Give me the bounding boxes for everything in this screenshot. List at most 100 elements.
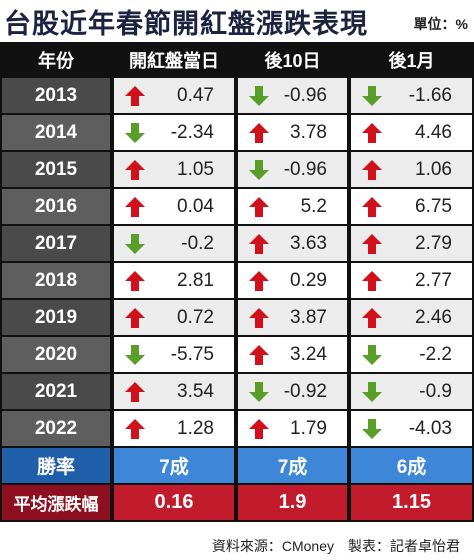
cell-text: 7成: [277, 457, 308, 478]
up-arrow: [362, 123, 382, 143]
up-arrow: [125, 197, 145, 217]
value-cell: 1.79: [238, 411, 347, 446]
value-cell: 0.04: [114, 189, 234, 224]
cell-text: 平均漲跌幅: [13, 495, 99, 514]
value-cell: 3.78: [238, 115, 347, 150]
cell-text: -0.9: [419, 380, 452, 402]
win-rate-cell: 7成: [114, 448, 234, 483]
cell-text: 0.16: [154, 491, 194, 513]
win-rate-cell: 6成: [351, 448, 472, 483]
up-arrow: [362, 308, 382, 328]
up-arrow: [362, 234, 382, 254]
cell-text: 1.9: [278, 491, 307, 513]
down-arrow: [249, 86, 269, 106]
up-arrow: [125, 382, 145, 402]
cell-text: 0.72: [177, 306, 214, 328]
cell-text: 1.79: [290, 417, 327, 439]
cell-text: -0.96: [283, 84, 327, 106]
value-cell: -2.34: [114, 115, 234, 150]
down-arrow: [362, 382, 382, 402]
cell-text: 1.06: [415, 158, 452, 180]
average-cell: 1.15: [351, 485, 472, 520]
value-cell: -5.75: [114, 337, 234, 372]
cell-text: 2016: [34, 195, 78, 217]
year-cell: 2015: [2, 152, 110, 187]
value-cell: 2.81: [114, 263, 234, 298]
cell-text: 3.78: [290, 121, 327, 143]
value-cell: -0.2: [114, 226, 234, 261]
value-cell: 3.63: [238, 226, 347, 261]
cell-text: 1.28: [177, 417, 214, 439]
cell-text: 3.54: [177, 380, 214, 402]
value-cell: 0.72: [114, 300, 234, 335]
year-cell: 2016: [2, 189, 110, 224]
cell-text: 2014: [34, 121, 78, 143]
cell-text: -0.96: [283, 158, 327, 180]
value-cell: 4.46: [351, 115, 472, 150]
value-cell: 2.77: [351, 263, 472, 298]
value-cell: 1.28: [114, 411, 234, 446]
cell-text: 後10日: [264, 51, 321, 71]
average-label: 平均漲跌幅: [2, 485, 110, 520]
value-cell: 6.75: [351, 189, 472, 224]
year-cell: 2018: [2, 263, 110, 298]
year-cell: 2021: [2, 374, 110, 409]
value-cell: -0.92: [238, 374, 347, 409]
down-arrow: [249, 382, 269, 402]
average-cell: 0.16: [114, 485, 234, 520]
value-cell: -0.9: [351, 374, 472, 409]
value-cell: 3.54: [114, 374, 234, 409]
cell-text: 5.2: [300, 195, 327, 217]
cell-text: 2017: [34, 232, 78, 254]
win-rate-cell: 7成: [238, 448, 347, 483]
cell-text: 2.46: [415, 306, 452, 328]
value-cell: 2.46: [351, 300, 472, 335]
cell-text: 勝率: [36, 457, 75, 478]
cell-text: 1.15: [392, 491, 431, 513]
column-header: 後10日: [238, 44, 347, 76]
unit: 單位：%: [413, 16, 468, 32]
down-arrow: [125, 123, 145, 143]
value-cell: 3.24: [238, 337, 347, 372]
cell-text: 2022: [34, 417, 78, 439]
down-arrow: [362, 86, 382, 106]
value-cell: -0.96: [238, 78, 347, 113]
down-arrow: [362, 345, 382, 365]
up-arrow: [249, 345, 269, 365]
cell-text: 開紅盤當日: [129, 51, 219, 71]
up-arrow: [362, 160, 382, 180]
up-arrow: [125, 271, 145, 291]
cell-text: 6成: [396, 457, 427, 478]
cell-text: 4.46: [415, 121, 452, 143]
cell-text: 2.81: [177, 269, 214, 291]
cell-text: -4.03: [408, 417, 452, 439]
cell-text: 3.24: [290, 343, 327, 365]
cell-text: -5.75: [170, 343, 214, 365]
column-header: 年份: [2, 44, 110, 76]
table: 年份 開紅盤當日 後10日 後1月 2013 0.47 -0.96 -1.66 2014 -2.3…: [0, 42, 474, 522]
up-arrow: [249, 419, 269, 439]
year-cell: 2022: [2, 411, 110, 446]
title: 台股近年春節開紅盤漲跌表現: [4, 9, 368, 39]
cell-text: 3.87: [290, 306, 327, 328]
up-arrow: [249, 197, 269, 217]
up-arrow: [249, 234, 269, 254]
year-cell: 2017: [2, 226, 110, 261]
value-cell: -0.96: [238, 152, 347, 187]
average-cell: 1.9: [238, 485, 347, 520]
cell-text: 0.47: [177, 84, 214, 106]
up-arrow: [249, 123, 269, 143]
value-cell: 2.79: [351, 226, 472, 261]
value-cell: 3.87: [238, 300, 347, 335]
up-arrow: [362, 197, 382, 217]
win-rate-label: 勝率: [2, 448, 110, 483]
value-cell: 5.2: [238, 189, 347, 224]
cell-text: 2015: [34, 158, 78, 180]
cell-text: 1.05: [177, 158, 214, 180]
up-arrow: [125, 160, 145, 180]
down-arrow: [249, 160, 269, 180]
cell-text: 2013: [34, 84, 78, 106]
year-cell: 2020: [2, 337, 110, 372]
year-cell: 2013: [2, 78, 110, 113]
